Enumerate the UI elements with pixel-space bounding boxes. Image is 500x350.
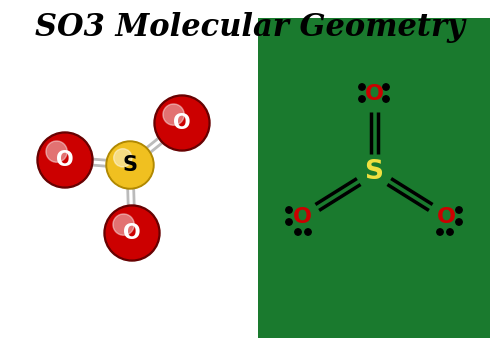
Circle shape bbox=[106, 141, 154, 189]
Text: O: O bbox=[436, 207, 456, 227]
Circle shape bbox=[456, 207, 462, 213]
Circle shape bbox=[437, 229, 443, 235]
FancyBboxPatch shape bbox=[258, 18, 490, 338]
Circle shape bbox=[447, 229, 453, 235]
Circle shape bbox=[46, 141, 67, 162]
Circle shape bbox=[286, 207, 292, 213]
Circle shape bbox=[104, 205, 160, 261]
Text: O: O bbox=[173, 113, 191, 133]
Circle shape bbox=[154, 95, 210, 151]
Text: O: O bbox=[364, 84, 384, 104]
Circle shape bbox=[295, 229, 301, 235]
Circle shape bbox=[106, 207, 158, 259]
Text: SO3 Molecular Geometry: SO3 Molecular Geometry bbox=[35, 12, 465, 43]
Circle shape bbox=[359, 96, 365, 102]
Circle shape bbox=[305, 229, 311, 235]
Circle shape bbox=[383, 96, 389, 102]
Text: S: S bbox=[122, 155, 138, 175]
Circle shape bbox=[114, 149, 132, 167]
Circle shape bbox=[39, 134, 91, 186]
Circle shape bbox=[456, 219, 462, 225]
Circle shape bbox=[359, 84, 365, 90]
Circle shape bbox=[163, 104, 184, 125]
Circle shape bbox=[383, 84, 389, 90]
Text: O: O bbox=[56, 150, 74, 170]
Circle shape bbox=[108, 143, 152, 187]
Text: S: S bbox=[364, 159, 384, 185]
Circle shape bbox=[156, 97, 208, 149]
Circle shape bbox=[113, 214, 134, 235]
Circle shape bbox=[37, 132, 93, 188]
Text: O: O bbox=[292, 207, 312, 227]
Text: O: O bbox=[123, 223, 141, 243]
Circle shape bbox=[286, 219, 292, 225]
